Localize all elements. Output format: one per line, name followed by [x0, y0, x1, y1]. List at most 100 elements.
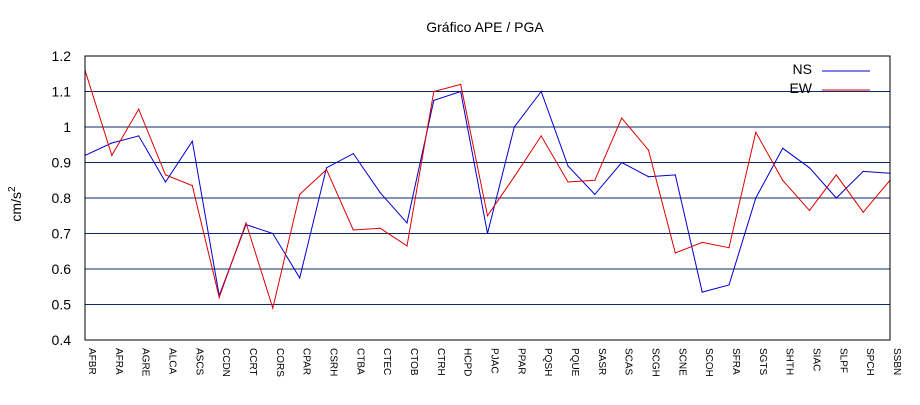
- data-point: [674, 174, 676, 176]
- data-point: [782, 147, 784, 149]
- data-point: [808, 209, 811, 212]
- chart-title: Gráfico APE / PGA: [426, 19, 544, 35]
- y-tick-label: 0.5: [52, 297, 72, 313]
- data-point: [808, 167, 811, 169]
- x-tick-label: SPCH: [864, 348, 875, 376]
- y-tick-label: 1.2: [52, 48, 72, 64]
- data-point: [540, 135, 542, 137]
- x-tick-label: SFRA: [730, 348, 741, 375]
- x-tick-label: CORS: [274, 348, 285, 377]
- data-point: [513, 126, 515, 128]
- data-point: [325, 169, 328, 171]
- x-tick-label: CCRT: [247, 348, 258, 376]
- data-point: [191, 184, 193, 187]
- series-lines: [84, 69, 891, 310]
- series-line: [84, 70, 891, 310]
- data-point: [191, 140, 193, 142]
- series-ns: [84, 90, 891, 298]
- x-tick-label: CTRH: [435, 348, 446, 376]
- x-tick-label: ALCA: [167, 348, 178, 374]
- x-tick-label: CTEC: [381, 348, 392, 375]
- data-point: [352, 153, 354, 155]
- x-tick-label: SGTS: [757, 348, 768, 376]
- data-point: [835, 197, 837, 199]
- x-tick-label: PPAR: [515, 348, 526, 375]
- x-tick-label: AFRA: [113, 348, 124, 375]
- x-tick-label: AGRE: [140, 348, 151, 377]
- grid: [85, 91, 890, 305]
- y-axis-label-superscript: 2: [7, 186, 18, 192]
- x-tick-label: PQSH: [542, 348, 553, 376]
- data-point: [245, 222, 247, 224]
- data-point: [594, 179, 596, 181]
- x-tick-label: CCDN: [220, 348, 231, 377]
- data-point: [433, 90, 435, 93]
- y-tick-label: 1.1: [52, 84, 72, 100]
- data-point: [701, 291, 703, 293]
- data-point: [486, 215, 489, 217]
- data-point: [862, 170, 864, 172]
- x-tick-label: SSBN: [891, 348, 902, 375]
- data-point: [164, 174, 167, 176]
- x-tick-label: HCPD: [462, 348, 473, 376]
- data-point: [164, 181, 167, 183]
- x-tick-label: CTBA: [354, 348, 365, 375]
- data-point: [352, 229, 354, 231]
- data-point: [272, 232, 274, 235]
- data-point: [138, 108, 140, 110]
- x-tick-label: AFBR: [86, 348, 97, 375]
- data-point: [433, 99, 435, 101]
- x-tick-label: SIAC: [811, 348, 822, 371]
- y-axis-label: cm/s2: [7, 186, 24, 222]
- data-point: [621, 117, 623, 119]
- data-point: [647, 176, 650, 178]
- x-tick-label: SHTH: [784, 348, 795, 375]
- data-point: [755, 197, 757, 199]
- x-tick-label: PQUE: [569, 348, 580, 377]
- series-line: [84, 90, 891, 298]
- data-point: [379, 227, 381, 229]
- data-point: [728, 284, 730, 286]
- data-point: [325, 167, 328, 169]
- data-point: [299, 193, 301, 196]
- y-tick-label: 1: [63, 119, 71, 135]
- data-point: [728, 247, 730, 249]
- data-point: [782, 179, 784, 181]
- x-tick-label: CTOB: [408, 348, 419, 376]
- data-point: [835, 174, 837, 176]
- x-tick-label: PJAC: [489, 348, 500, 374]
- data-point: [594, 193, 596, 196]
- data-point: [406, 222, 408, 224]
- data-point: [486, 232, 489, 235]
- y-tick-label: 0.7: [52, 226, 72, 242]
- x-tick-label: ASCS: [193, 348, 204, 376]
- y-tick-label: 0.8: [52, 190, 72, 206]
- data-point: [111, 154, 113, 156]
- data-point: [621, 161, 623, 164]
- data-point: [460, 83, 462, 85]
- data-point: [862, 211, 864, 213]
- data-point: [406, 245, 408, 247]
- data-point: [567, 165, 569, 167]
- data-point: [513, 176, 515, 178]
- data-point: [272, 307, 274, 309]
- y-tick-labels: 0.4 0.5 0.6 0.7 0.8 0.9 1 1.1 1.2: [52, 48, 72, 348]
- x-tick-label: SLPF: [837, 348, 848, 373]
- y-tick-label: 0.4: [52, 332, 72, 348]
- data-point: [647, 149, 650, 151]
- x-tick-label: SCGH: [650, 348, 661, 377]
- data-point: [674, 252, 676, 254]
- data-point: [755, 131, 757, 133]
- x-tick-label: SASR: [596, 348, 607, 375]
- data-point: [701, 241, 703, 243]
- x-tick-labels: AFBR AFRA AGRE ALCA ASCS CCDN CCRT CORS CPAR CSRH…: [86, 348, 902, 377]
- data-point: [460, 90, 462, 93]
- y-tick-label: 0.6: [52, 261, 72, 277]
- legend-label: NS: [793, 61, 812, 77]
- legend: NS EW: [789, 61, 870, 96]
- y-axis-label-text: cm/s: [8, 192, 24, 222]
- x-tick-label: CSRH: [328, 348, 339, 376]
- plot-frame: [84, 55, 891, 341]
